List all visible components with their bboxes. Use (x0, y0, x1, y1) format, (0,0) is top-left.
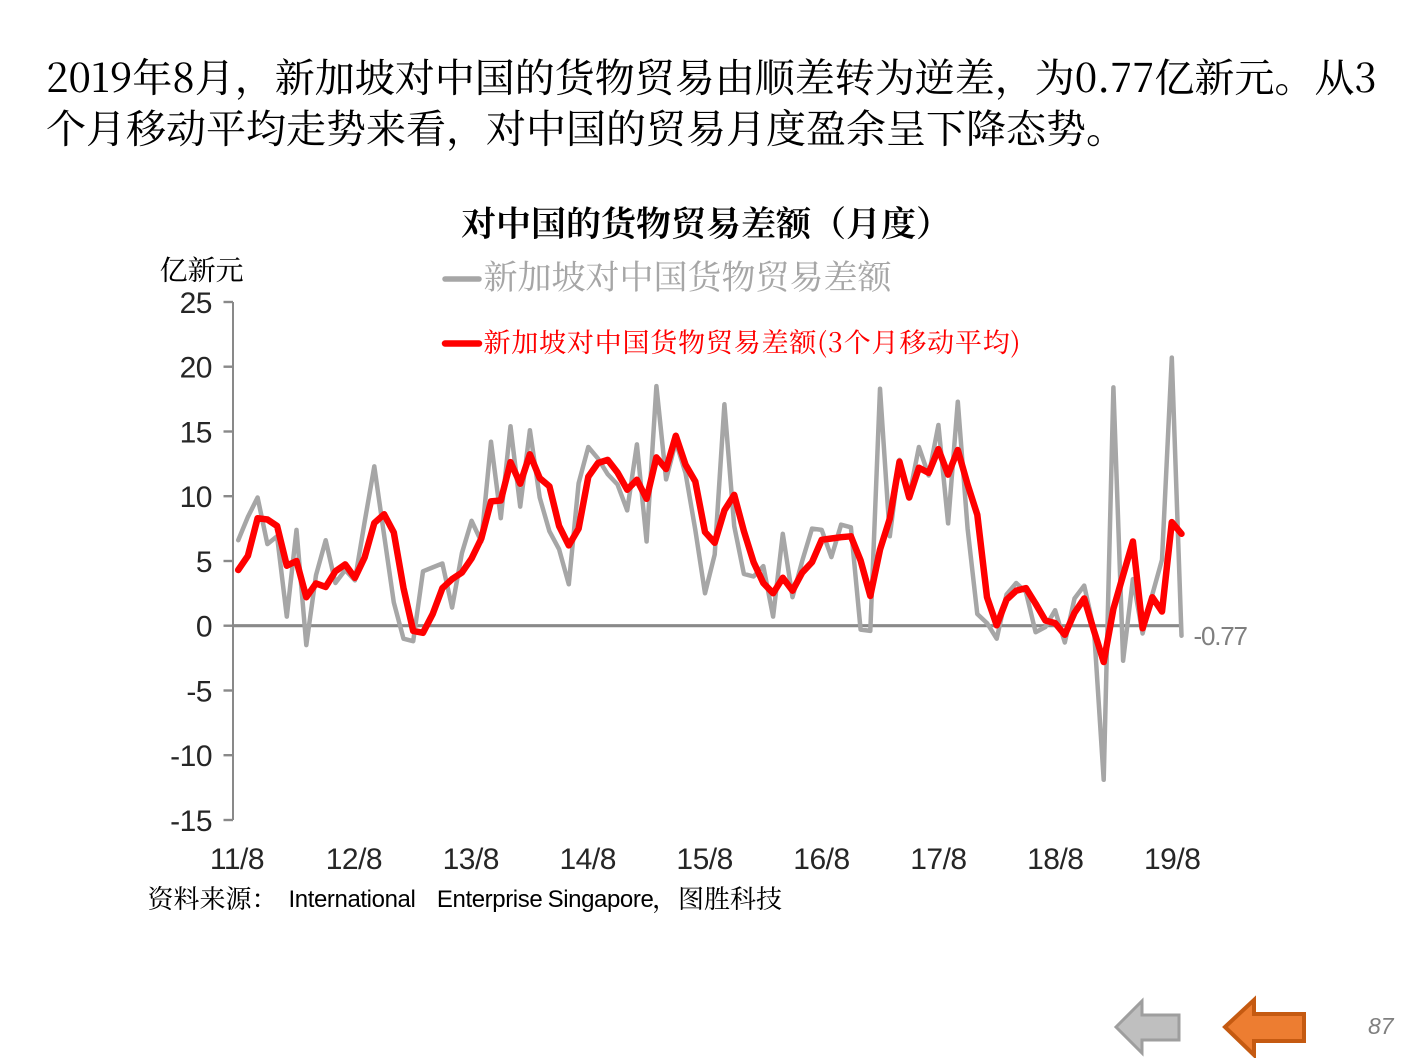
svg-text:14/8: 14/8 (560, 843, 616, 876)
svg-text:-10: -10 (170, 740, 212, 773)
svg-text:-15: -15 (170, 805, 212, 838)
svg-text:11/8: 11/8 (210, 843, 264, 876)
svg-text:Singapore: Singapore (548, 886, 654, 913)
svg-text:16/8: 16/8 (793, 843, 849, 876)
svg-text:5: 5 (196, 546, 212, 579)
svg-text:13/8: 13/8 (443, 843, 499, 876)
svg-text:10: 10 (180, 481, 212, 514)
svg-text:15: 15 (180, 417, 212, 450)
svg-text:0: 0 (196, 611, 212, 644)
svg-text:20: 20 (180, 352, 212, 385)
svg-text:87: 87 (1368, 1013, 1395, 1039)
svg-text:12/8: 12/8 (326, 843, 382, 876)
svg-text:18/8: 18/8 (1027, 843, 1083, 876)
svg-text:15/8: 15/8 (676, 843, 732, 876)
svg-text:-0.77: -0.77 (1194, 621, 1248, 651)
svg-text:-5: -5 (186, 676, 212, 709)
svg-text:International: International (289, 886, 416, 913)
svg-text:19/8: 19/8 (1144, 843, 1200, 876)
svg-text:Enterprise: Enterprise (437, 886, 542, 913)
svg-text:25: 25 (180, 287, 212, 320)
svg-text:17/8: 17/8 (910, 843, 966, 876)
